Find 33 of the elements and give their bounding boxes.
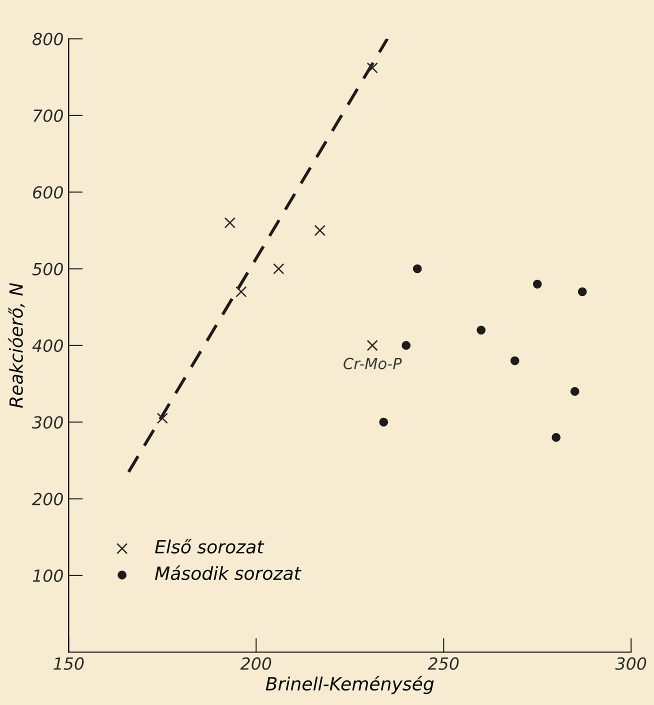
x-tick-label: 300 bbox=[615, 657, 646, 670]
x-tick-label: 250 bbox=[428, 657, 459, 670]
y-tick-label: 600 bbox=[33, 186, 63, 199]
x-tick-label: 150 bbox=[54, 657, 84, 670]
x-tick-label: 200 bbox=[240, 657, 272, 670]
x-axis-title: Brinell-Keménység bbox=[266, 676, 434, 694]
point bbox=[156, 412, 168, 424]
point bbox=[402, 341, 411, 350]
point bbox=[578, 287, 587, 296]
y-tick-label: 100 bbox=[32, 569, 63, 582]
point bbox=[510, 356, 520, 366]
point bbox=[379, 418, 388, 427]
point bbox=[224, 217, 236, 228]
y-tick-label: 500 bbox=[32, 262, 63, 276]
point bbox=[412, 264, 422, 274]
point bbox=[236, 286, 247, 298]
legend-label: Első sorozat bbox=[155, 538, 264, 554]
y-axis-title: Reakcióerő, N bbox=[8, 283, 25, 408]
y-tick-label: 300 bbox=[32, 416, 63, 429]
y-tick-label: 800 bbox=[32, 32, 63, 46]
y-tick-label: 700 bbox=[34, 109, 63, 122]
point bbox=[273, 263, 284, 274]
point bbox=[366, 340, 378, 352]
point bbox=[570, 387, 580, 396]
y-tick-label: 400 bbox=[32, 339, 63, 352]
point bbox=[314, 224, 326, 236]
point bbox=[476, 326, 486, 335]
point bbox=[552, 433, 561, 442]
y-tick-label: 200 bbox=[32, 492, 63, 506]
legend-label: Második sorozat bbox=[155, 565, 302, 580]
annotation: Cr-Mo-P bbox=[344, 358, 402, 370]
point bbox=[532, 280, 542, 289]
point bbox=[366, 62, 378, 74]
